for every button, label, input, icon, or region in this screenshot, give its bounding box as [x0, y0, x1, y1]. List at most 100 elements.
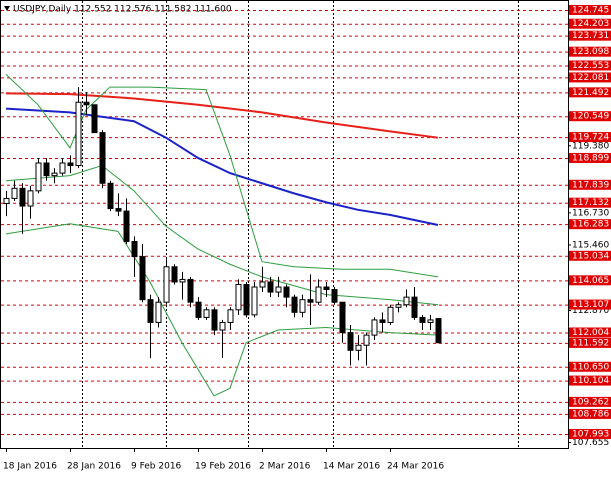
candle-body: [187, 278, 194, 303]
candle-body: [299, 299, 306, 313]
candle-body: [67, 162, 74, 167]
x-tick-label: 28 Jan 2016: [67, 462, 121, 472]
price-level-box: [569, 361, 611, 372]
indicator-line: [5, 92, 439, 139]
price-level-box: [569, 299, 611, 310]
price-level-label: 113.107: [572, 300, 609, 310]
candle-body: [259, 281, 266, 288]
candle-body: [227, 309, 234, 323]
indicator-line: [5, 74, 439, 278]
candle-body: [307, 299, 314, 303]
candle-body: [27, 190, 34, 207]
price-level-box: [569, 375, 611, 386]
price-level-label: 109.262: [572, 397, 609, 407]
price-level-label: 111.592: [572, 338, 609, 348]
price-level-box: [569, 18, 611, 29]
candle-body: [219, 321, 226, 331]
price-level-label: 118.899: [572, 153, 609, 163]
x-tick-label: 14 Mar 2016: [323, 462, 380, 472]
candle-body: [51, 172, 58, 177]
price-level-label: 120.549: [572, 112, 609, 122]
candle-body: [395, 304, 402, 308]
candle-body: [83, 101, 90, 106]
candle-body: [379, 319, 386, 323]
candle-body: [19, 187, 26, 207]
price-level-label: 117.839: [572, 180, 609, 190]
candle-body: [123, 210, 130, 242]
price-level-label: 116.283: [572, 220, 609, 230]
candle-body: [59, 162, 66, 174]
price-level-box: [569, 179, 611, 190]
x-tick-label: 2 Mar 2016: [259, 462, 311, 472]
price-level-label: 123.731: [572, 31, 609, 41]
price-level-box: [569, 197, 611, 208]
price-level-box: [569, 219, 611, 230]
candle-body: [235, 283, 242, 311]
candle-body: [283, 286, 290, 298]
candle-body: [115, 208, 122, 212]
candle-body: [363, 334, 370, 346]
y-tick-label: 107.655: [572, 438, 609, 448]
candle-body: [403, 296, 410, 306]
indicator-line: [5, 107, 439, 226]
price-level-box: [569, 408, 611, 419]
candle-body: [411, 296, 418, 318]
candle-body: [179, 278, 186, 283]
y-tick-label: 116.730: [572, 208, 609, 218]
period-separators: [82, 1, 519, 448]
candle-body: [275, 286, 282, 293]
candle-body: [339, 301, 346, 334]
candle-body: [267, 281, 274, 293]
candle-body: [347, 332, 354, 351]
price-level-box: [569, 60, 611, 71]
candle-body: [11, 187, 18, 199]
price-level-label: 115.034: [572, 251, 609, 261]
candle-body: [251, 286, 258, 316]
price-level-label: 121.492: [572, 88, 609, 98]
candle-body: [315, 286, 322, 303]
price-level-box: [569, 72, 611, 83]
candle-body: [3, 197, 10, 204]
price-level-label: 110.650: [572, 362, 609, 372]
price-level-box: [569, 111, 611, 122]
y-tick-label: 119.380: [572, 141, 609, 151]
candle-body: [131, 240, 138, 258]
candle-body: [99, 132, 106, 184]
price-level-box: [569, 30, 611, 41]
price-level-box: [569, 152, 611, 163]
candle-body: [427, 319, 434, 323]
price-level-box: [569, 429, 611, 440]
candle-body: [387, 306, 394, 323]
symbol-icon: [4, 6, 10, 11]
indicator-line: [5, 164, 439, 306]
price-level-label: 114.065: [572, 276, 609, 286]
price-level-label: 112.004: [572, 328, 609, 338]
x-tick-label: 24 Mar 2016: [387, 462, 444, 472]
price-level-label: 119.724: [572, 133, 609, 143]
price-level-label: 124.745: [572, 5, 609, 15]
price-level-label: 110.104: [572, 376, 609, 386]
x-tick-label: 19 Feb 2016: [195, 462, 251, 472]
candle-body: [419, 316, 426, 323]
x-tick-label: 9 Feb 2016: [131, 462, 182, 472]
price-level-box: [569, 87, 611, 98]
candle-body: [163, 266, 170, 303]
candle-body: [291, 296, 298, 313]
price-level-label: 123.098: [572, 47, 609, 57]
candle-body: [203, 309, 210, 318]
price-level-box: [569, 132, 611, 143]
x-tick-label: 18 Jan 2016: [3, 462, 57, 472]
candle-body: [147, 299, 154, 323]
candle-body: [35, 162, 42, 192]
y-tick-label: 112.870: [572, 306, 609, 316]
candle-body: [371, 319, 378, 336]
price-level-label: 122.081: [572, 73, 609, 83]
candle-body: [171, 266, 178, 283]
price-level-label: 117.132: [572, 198, 609, 208]
candle-body: [75, 101, 82, 167]
candle-body: [195, 301, 202, 318]
candle-body: [355, 344, 362, 351]
candle-body: [155, 301, 162, 323]
indicator-line: [5, 223, 439, 397]
